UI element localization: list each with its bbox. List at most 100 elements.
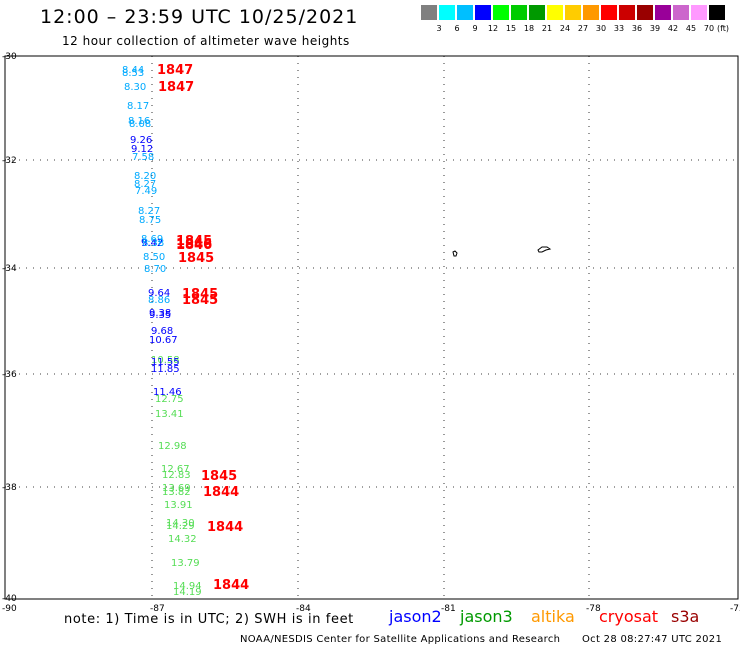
legend-swatch	[619, 5, 635, 20]
island-small	[452, 250, 458, 257]
wave-height-label: 13.82	[162, 487, 191, 498]
wave-height-label: 9.68	[151, 326, 173, 337]
wave-height-label: 13.41	[155, 409, 184, 420]
wave-height-label: 11.85	[151, 364, 180, 375]
lat-lon-grid	[5, 56, 738, 599]
wave-height-label: 11.46	[153, 387, 182, 398]
legend-tick-label: 36	[631, 24, 643, 33]
legend-tick-label: 45	[685, 24, 697, 33]
legend-swatch	[511, 5, 527, 20]
wave-height-label: 8.38	[142, 238, 164, 249]
legend-swatch	[421, 5, 437, 20]
wave-height-label: 9.64	[148, 288, 170, 299]
legend-tick-label: 27	[577, 24, 589, 33]
legend-swatch	[709, 5, 725, 20]
legend-swatch	[583, 5, 599, 20]
wave-height-label: 14.19	[173, 587, 202, 598]
page-title: 12:00 – 23:59 UTC 10/25/2021	[40, 6, 359, 28]
legend-swatch	[637, 5, 653, 20]
pass-time-label: 1847	[157, 63, 193, 78]
legend-swatch	[547, 5, 563, 20]
credit-text: NOAA/NESDIS Center for Satellite Applica…	[240, 634, 561, 645]
legend-swatch	[439, 5, 455, 20]
wave-height-label: 8.86	[148, 295, 170, 306]
lon-label: -75	[730, 604, 740, 614]
wave-height-label: 7.49	[135, 186, 157, 197]
wave-height-label: 12.75	[155, 394, 184, 405]
legend-tick-label: 12	[487, 24, 499, 33]
footer-note: note: 1) Time is in UTC; 2) SWH is in fe…	[64, 612, 354, 627]
wave-height-label: 8.30	[124, 82, 146, 93]
lat-label: -34	[2, 264, 17, 274]
legend-swatch	[691, 5, 707, 20]
legend-tick-label: 15	[505, 24, 517, 33]
wave-height-label: 8.08	[129, 119, 151, 130]
wave-height-label: 10.58	[151, 355, 180, 366]
legend-swatch	[655, 5, 671, 20]
legend-tick-label: 39	[649, 24, 661, 33]
latitude-labels: -30 -32 -34 -36 -38 -40	[2, 52, 17, 604]
legend-swatch	[457, 5, 473, 20]
legend-swatch	[565, 5, 581, 20]
island-juan-fernandez	[537, 246, 552, 253]
wave-height-label: 8.44	[122, 65, 144, 76]
lon-label: -78	[586, 604, 601, 614]
wave-height-label: 10.67	[149, 335, 178, 346]
pass-time-label: 1844	[207, 520, 243, 535]
wave-height-label: 8.70	[144, 264, 166, 275]
legend-tick-label: 9	[472, 24, 478, 33]
wave-height-label: 8.17	[127, 101, 149, 112]
legend-swatch	[475, 5, 491, 20]
lon-label: -84	[296, 604, 311, 614]
pass-time-labels: 1847184718451846184618451845184518451844…	[157, 63, 249, 593]
wave-height-label: 8.27	[138, 206, 160, 217]
pass-time-label: 1846	[176, 237, 212, 252]
wave-height-label: 12.83	[162, 470, 191, 481]
satellite-altika: altika	[531, 607, 575, 626]
wave-height-label: 8.69	[141, 234, 163, 245]
legend-tick-label: 33	[613, 24, 625, 33]
pass-time-label: 1845	[182, 287, 218, 302]
lat-label: -36	[2, 370, 17, 380]
wave-height-label: 8.50	[143, 252, 165, 263]
wave-height-label: 13.69	[162, 483, 191, 494]
satellite-jason3: jason3	[460, 607, 513, 626]
wave-height-label: 7.58	[132, 152, 154, 163]
lat-label: -38	[2, 483, 17, 493]
wave-height-label: 9.35	[149, 310, 171, 321]
legend-tick-label: 18	[523, 24, 535, 33]
legend-swatch	[529, 5, 545, 20]
wave-height-label: 14.32	[168, 534, 197, 545]
legend-tick-label: 24	[559, 24, 571, 33]
wave-height-label: 13.79	[171, 558, 200, 569]
wave-height-label: 14.30	[166, 518, 195, 529]
legend-tick-label: 21	[541, 24, 553, 33]
pass-time-label: 1845	[178, 251, 214, 266]
lat-label: -32	[2, 156, 17, 166]
wave-height-labels: 8.448.53 8.30 8.17 8.168.08 9.269.127.58 8.20…	[122, 65, 202, 598]
wave-height-label: 14.29	[166, 521, 195, 532]
lon-label: -81	[441, 604, 456, 614]
wave-height-label: 8.20	[134, 171, 156, 182]
legend-swatch	[673, 5, 689, 20]
legend-tick-label: 70	[703, 24, 715, 33]
pass-time-label: 1844	[213, 578, 249, 593]
legend-tick-label: 42	[667, 24, 679, 33]
page-subtitle: 12 hour collection of altimeter wave hei…	[62, 34, 350, 48]
pass-time-label: 1847	[158, 80, 194, 95]
satellite-s3a: s3a	[671, 607, 700, 626]
wave-height-label: 13.91	[164, 500, 193, 511]
wave-height-label: 12.98	[158, 441, 187, 452]
wave-height-label: 8.16	[128, 116, 150, 127]
satellite-cryosat: cryosat	[599, 607, 659, 626]
wave-height-label: 11.55	[151, 357, 180, 368]
lon-label: -90	[2, 604, 17, 614]
wave-height-label: 8.27	[134, 179, 156, 190]
legend-tick-label: 6	[454, 24, 460, 33]
lat-label: -30	[2, 52, 17, 62]
wave-height-label: 9.26	[130, 135, 152, 146]
lon-label: -87	[150, 604, 165, 614]
legend-swatch	[601, 5, 617, 20]
pass-time-label: 1845	[182, 293, 218, 308]
